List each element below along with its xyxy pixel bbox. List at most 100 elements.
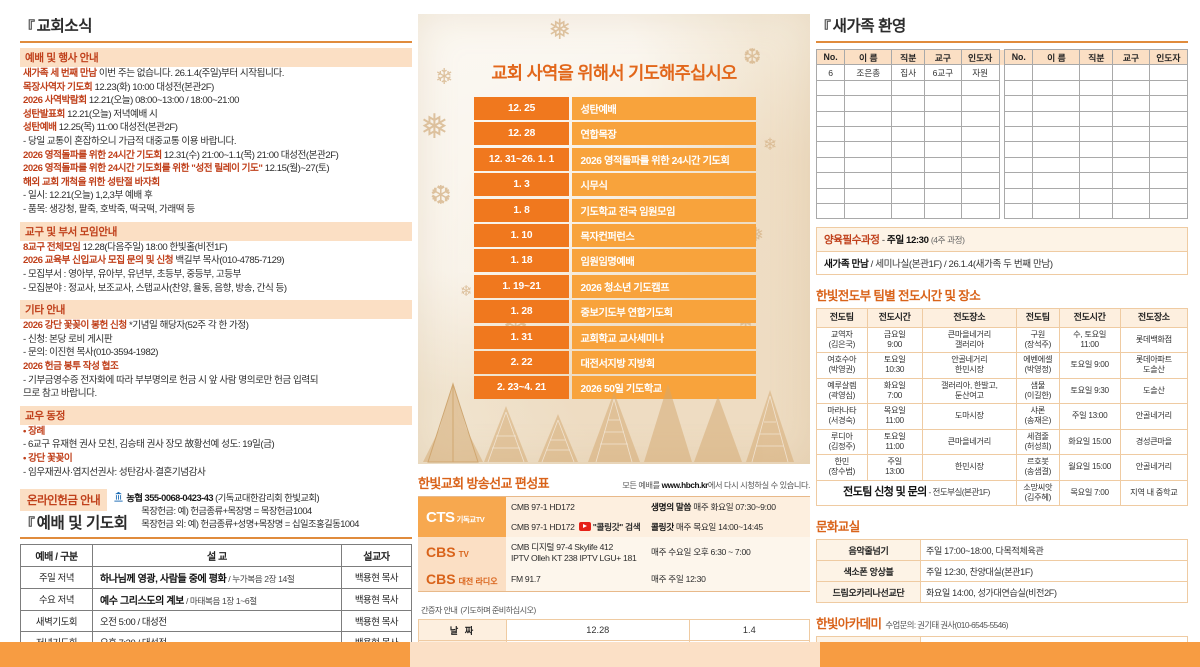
new-family-cell[interactable] bbox=[815, 110, 846, 127]
new-family-cell[interactable] bbox=[1032, 64, 1081, 81]
new-family-cell[interactable] bbox=[815, 141, 846, 158]
new-family-cell[interactable] bbox=[1112, 95, 1150, 112]
new-family-cell[interactable] bbox=[1148, 110, 1189, 127]
new-family-cell[interactable]: 조은총 bbox=[844, 64, 893, 81]
new-family-cell[interactable] bbox=[924, 110, 962, 127]
new-family-cell[interactable]: 6교구 bbox=[924, 64, 962, 81]
new-family-cell[interactable] bbox=[924, 79, 962, 97]
new-family-cell[interactable]: 자원 bbox=[960, 64, 1000, 81]
new-family-cell[interactable] bbox=[1112, 79, 1150, 97]
new-family-cell[interactable] bbox=[1004, 95, 1034, 112]
broadcast-url[interactable]: www.hbch.kr bbox=[661, 481, 709, 490]
new-family-cell[interactable] bbox=[1148, 172, 1189, 189]
new-family-cell[interactable] bbox=[844, 202, 893, 220]
new-family-cell[interactable] bbox=[1148, 95, 1189, 112]
new-family-cell[interactable] bbox=[1032, 156, 1081, 174]
new-family-cell[interactable] bbox=[1032, 95, 1081, 112]
new-family-cell[interactable] bbox=[1112, 141, 1150, 158]
new-family-cell[interactable] bbox=[1032, 141, 1081, 158]
new-family-cell[interactable] bbox=[815, 95, 846, 112]
new-family-cell[interactable] bbox=[960, 95, 1000, 112]
new-family-cell[interactable] bbox=[1032, 79, 1081, 97]
new-family-cell[interactable] bbox=[815, 79, 846, 97]
new-family-cell[interactable] bbox=[1148, 141, 1189, 158]
new-family-cell[interactable] bbox=[1112, 125, 1150, 143]
new-family-cell[interactable] bbox=[1148, 64, 1189, 81]
new-family-cell[interactable] bbox=[1079, 95, 1114, 112]
new-family-cell[interactable] bbox=[1112, 187, 1150, 204]
new-family-cell[interactable] bbox=[891, 79, 926, 97]
new-family-cell[interactable] bbox=[960, 172, 1000, 189]
new-family-cell[interactable] bbox=[844, 156, 893, 174]
new-family-cell[interactable] bbox=[960, 110, 1000, 127]
new-family-cell[interactable] bbox=[844, 110, 893, 127]
new-family-cell[interactable] bbox=[891, 172, 926, 189]
new-family-cell[interactable] bbox=[1112, 156, 1150, 174]
new-family-cell[interactable] bbox=[1032, 187, 1081, 204]
new-family-cell[interactable] bbox=[1032, 110, 1081, 127]
new-family-cell[interactable] bbox=[891, 95, 926, 112]
evangelism-apply-cell[interactable]: 전도팀 신청 및 문의 - 전도부실(본관1F) bbox=[816, 479, 1017, 507]
new-family-cell[interactable] bbox=[815, 187, 846, 204]
new-family-cell[interactable] bbox=[960, 187, 1000, 204]
new-family-cell[interactable] bbox=[891, 187, 926, 204]
new-family-cell[interactable] bbox=[891, 141, 926, 158]
new-family-cell[interactable]: 6 bbox=[815, 64, 846, 81]
new-family-cell[interactable] bbox=[1004, 110, 1034, 127]
new-family-cell[interactable] bbox=[924, 125, 962, 143]
new-family-cell[interactable] bbox=[924, 95, 962, 112]
new-family-cell[interactable] bbox=[1148, 202, 1189, 220]
new-family-cell[interactable] bbox=[1112, 172, 1150, 189]
new-family-cell[interactable] bbox=[1004, 141, 1034, 158]
new-family-cell[interactable] bbox=[844, 187, 893, 204]
new-family-cell[interactable] bbox=[960, 79, 1000, 97]
new-family-cell[interactable] bbox=[815, 202, 846, 220]
new-family-cell[interactable] bbox=[844, 95, 893, 112]
new-family-cell[interactable] bbox=[1004, 125, 1034, 143]
new-family-cell[interactable] bbox=[844, 141, 893, 158]
new-family-cell[interactable] bbox=[1079, 156, 1114, 174]
new-family-cell[interactable] bbox=[1004, 202, 1034, 220]
new-family-cell[interactable] bbox=[924, 187, 962, 204]
new-family-cell[interactable] bbox=[891, 125, 926, 143]
new-family-cell[interactable] bbox=[924, 156, 962, 174]
new-family-cell[interactable] bbox=[960, 156, 1000, 174]
new-family-cell[interactable]: 집사 bbox=[891, 64, 926, 81]
new-family-cell[interactable] bbox=[1112, 64, 1150, 81]
new-family-cell[interactable] bbox=[960, 125, 1000, 143]
new-family-cell[interactable] bbox=[1079, 187, 1114, 204]
new-family-cell[interactable] bbox=[844, 125, 893, 143]
new-family-cell[interactable] bbox=[1032, 125, 1081, 143]
new-family-cell[interactable] bbox=[924, 141, 962, 158]
new-family-cell[interactable] bbox=[815, 156, 846, 174]
new-family-cell[interactable] bbox=[1004, 64, 1034, 81]
new-family-cell[interactable] bbox=[1004, 172, 1034, 189]
new-family-cell[interactable] bbox=[1079, 202, 1114, 220]
new-family-cell[interactable] bbox=[1004, 156, 1034, 174]
new-family-cell[interactable] bbox=[1148, 79, 1189, 97]
new-family-cell[interactable] bbox=[960, 141, 1000, 158]
new-family-cell[interactable] bbox=[844, 79, 893, 97]
new-family-cell[interactable] bbox=[1032, 172, 1081, 189]
new-family-cell[interactable] bbox=[960, 202, 1000, 220]
new-family-cell[interactable] bbox=[924, 202, 962, 220]
new-family-cell[interactable] bbox=[1079, 110, 1114, 127]
new-family-cell[interactable] bbox=[1148, 156, 1189, 174]
new-family-cell[interactable] bbox=[1004, 187, 1034, 204]
new-family-cell[interactable] bbox=[1079, 125, 1114, 143]
new-family-cell[interactable] bbox=[844, 172, 893, 189]
new-family-cell[interactable] bbox=[1148, 187, 1189, 204]
new-family-cell[interactable] bbox=[1079, 172, 1114, 189]
new-family-cell[interactable] bbox=[1004, 79, 1034, 97]
new-family-cell[interactable] bbox=[1032, 202, 1081, 220]
new-family-cell[interactable] bbox=[891, 156, 926, 174]
new-family-cell[interactable] bbox=[815, 172, 846, 189]
new-family-cell[interactable] bbox=[1079, 79, 1114, 97]
new-family-cell[interactable] bbox=[1079, 64, 1114, 81]
new-family-cell[interactable] bbox=[891, 110, 926, 127]
new-family-cell[interactable] bbox=[1112, 110, 1150, 127]
new-family-cell[interactable] bbox=[1112, 202, 1150, 220]
new-family-cell[interactable] bbox=[1079, 141, 1114, 158]
new-family-cell[interactable] bbox=[1148, 125, 1189, 143]
new-family-cell[interactable] bbox=[924, 172, 962, 189]
